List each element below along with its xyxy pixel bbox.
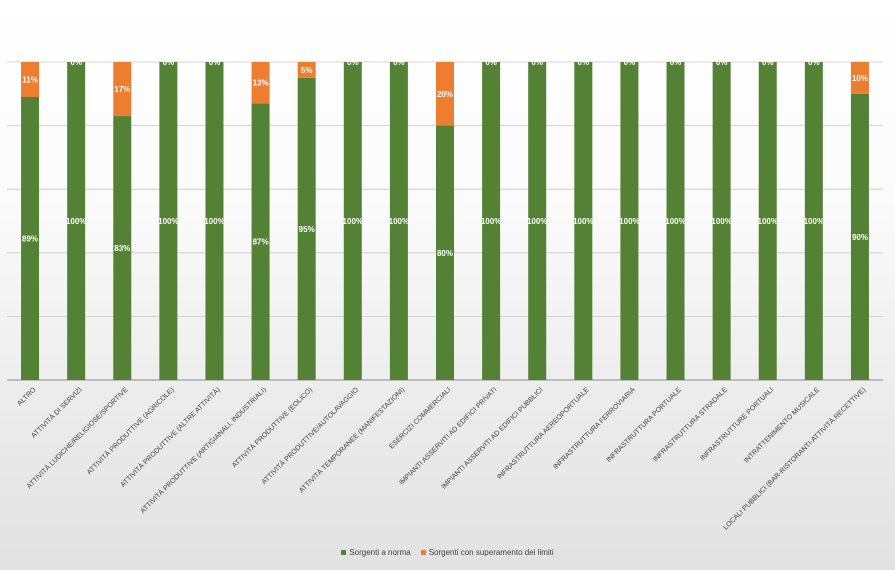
data-label-norma: 100% — [481, 217, 501, 226]
bar-segment-norma — [850, 93, 869, 381]
data-label-superamento: 0% — [163, 58, 175, 67]
bar-segment-norma — [620, 62, 639, 380]
bar-segment-norma — [67, 62, 86, 380]
data-label-superamento: 0% — [670, 58, 682, 67]
data-label-norma: 100% — [158, 217, 178, 226]
bar-segment-norma — [712, 62, 731, 380]
x-tick-label: INFRASTRUTTURA STRADALE — [652, 386, 729, 463]
data-label-norma: 100% — [389, 217, 409, 226]
bar-segment-norma — [389, 62, 408, 380]
x-tick-label: IMPIANTI ASSERVITI AD EDIFICI PUBBLICI — [440, 386, 544, 490]
data-label-superamento: 0% — [578, 58, 590, 67]
x-tick-label: ATTIVITÀ PRODUTTIVE (EOLICO) — [230, 385, 314, 469]
x-tick-label: INFRASTRUTTURA PORTUALE — [605, 386, 683, 464]
data-label-superamento: 13% — [253, 79, 269, 88]
x-tick-label: INFRASTRUTTURA AEREOPORTUALE — [496, 386, 591, 481]
bar-segment-superamento — [21, 62, 40, 97]
data-label-superamento: 17% — [114, 85, 130, 94]
bar-segment-norma — [297, 77, 316, 381]
data-label-superamento: 0% — [209, 58, 221, 67]
legend-item-norma: Sorgenti a norma — [341, 548, 411, 557]
data-label-norma: 80% — [437, 249, 453, 258]
data-label-norma: 100% — [665, 217, 685, 226]
x-tick-label: ATTIVITÀ PRODUTTIVE/AUTOLAVAGGIO — [259, 385, 360, 486]
x-tick-label: IMPIANTI ASSERVITI AD EDIFICI PRIVATI — [398, 386, 498, 486]
data-label-superamento: 0% — [624, 58, 636, 67]
data-label-norma: 95% — [299, 225, 315, 234]
bar-segment-norma — [436, 125, 454, 380]
bar-segment-norma — [343, 62, 362, 380]
x-tick-label: LOCALI PUBBLICI (BAR-RISTORANTI-ATTIVITÀ… — [721, 385, 867, 531]
bar-segment-norma — [804, 62, 823, 380]
x-tick-label: ATTIVITÀ TEMPORANEE (MANIFESTAZIONI) — [297, 385, 406, 494]
chart-legend: Sorgenti a norma Sorgenti con superament… — [0, 548, 895, 557]
data-label-superamento: 0% — [716, 58, 728, 67]
bar-segment-norma — [482, 62, 501, 380]
bar-segment-norma — [159, 62, 178, 380]
legend-item-superamento: Sorgenti con superamento dei limiti — [420, 548, 554, 557]
x-tick-label: INFRASTRUTTURA FERROVIARIA — [552, 386, 637, 471]
x-tick-label: ATTIVITÀ DI SERVIZI — [29, 385, 84, 440]
bar-segment-norma — [113, 116, 132, 380]
x-tick-label: ALTRO — [16, 386, 37, 407]
legend-swatch-superamento — [420, 550, 426, 555]
bar-segment-superamento — [436, 62, 454, 126]
data-label-superamento: 0% — [347, 58, 359, 67]
legend-label-norma: Sorgenti a norma — [349, 548, 411, 557]
bar-segment-norma — [528, 62, 547, 380]
data-label-norma: 100% — [527, 217, 547, 226]
data-label-superamento: 0% — [808, 58, 820, 67]
bar-segment-norma — [574, 62, 593, 380]
data-label-norma: 100% — [758, 217, 778, 226]
bar-segment-norma — [758, 62, 777, 380]
x-tick-label: ATTIVITÀ PRODUTTIVE (ALTRE ATTIVITÀ) — [118, 385, 222, 489]
legend-label-superamento: Sorgenti con superamento dei limiti — [428, 548, 554, 557]
data-label-superamento: 0% — [393, 58, 405, 67]
bar-segment-norma — [251, 103, 270, 380]
bar-segment-norma — [21, 96, 40, 380]
data-label-norma: 100% — [343, 217, 363, 226]
bar-segment-superamento — [850, 62, 869, 94]
data-label-superamento: 0% — [531, 58, 543, 67]
data-label-superamento: 0% — [70, 58, 82, 67]
bar-segment-superamento — [251, 62, 270, 104]
data-label-norma: 89% — [22, 234, 38, 243]
x-tick-label: ATTIVITÀ LUDICHE/RELIGIOSE/SPORTIVE — [24, 385, 129, 490]
data-label-superamento: 11% — [22, 75, 38, 84]
data-label-norma: 100% — [204, 217, 224, 226]
data-label-superamento: 20% — [437, 90, 453, 99]
data-label-norma: 100% — [66, 217, 86, 226]
bar-segment-norma — [666, 62, 685, 380]
bar-segment-superamento — [113, 62, 132, 117]
data-label-superamento: 0% — [485, 58, 497, 67]
data-label-norma: 87% — [253, 238, 269, 247]
data-label-norma: 100% — [804, 217, 824, 226]
data-label-norma: 83% — [114, 244, 130, 253]
bar-segment-norma — [205, 62, 224, 380]
data-label-superamento: 0% — [762, 58, 774, 67]
x-tick-label: INTRATTENIMENTO MUSICALE — [743, 386, 821, 464]
data-label-norma: 90% — [852, 233, 868, 242]
x-tick-label: INFRASTRUTTURE PORTUALI — [699, 386, 775, 462]
bar-segment-superamento — [297, 62, 316, 78]
data-label-norma: 100% — [573, 217, 593, 226]
data-label-norma: 100% — [711, 217, 731, 226]
data-label-superamento: 5% — [301, 66, 313, 75]
data-label-superamento: 10% — [852, 74, 868, 83]
x-tick-label: ATTIVITÀ PRODUTTIVE (AGRICOLE) — [85, 385, 176, 476]
data-label-norma: 100% — [619, 217, 639, 226]
legend-swatch-norma — [341, 550, 347, 555]
